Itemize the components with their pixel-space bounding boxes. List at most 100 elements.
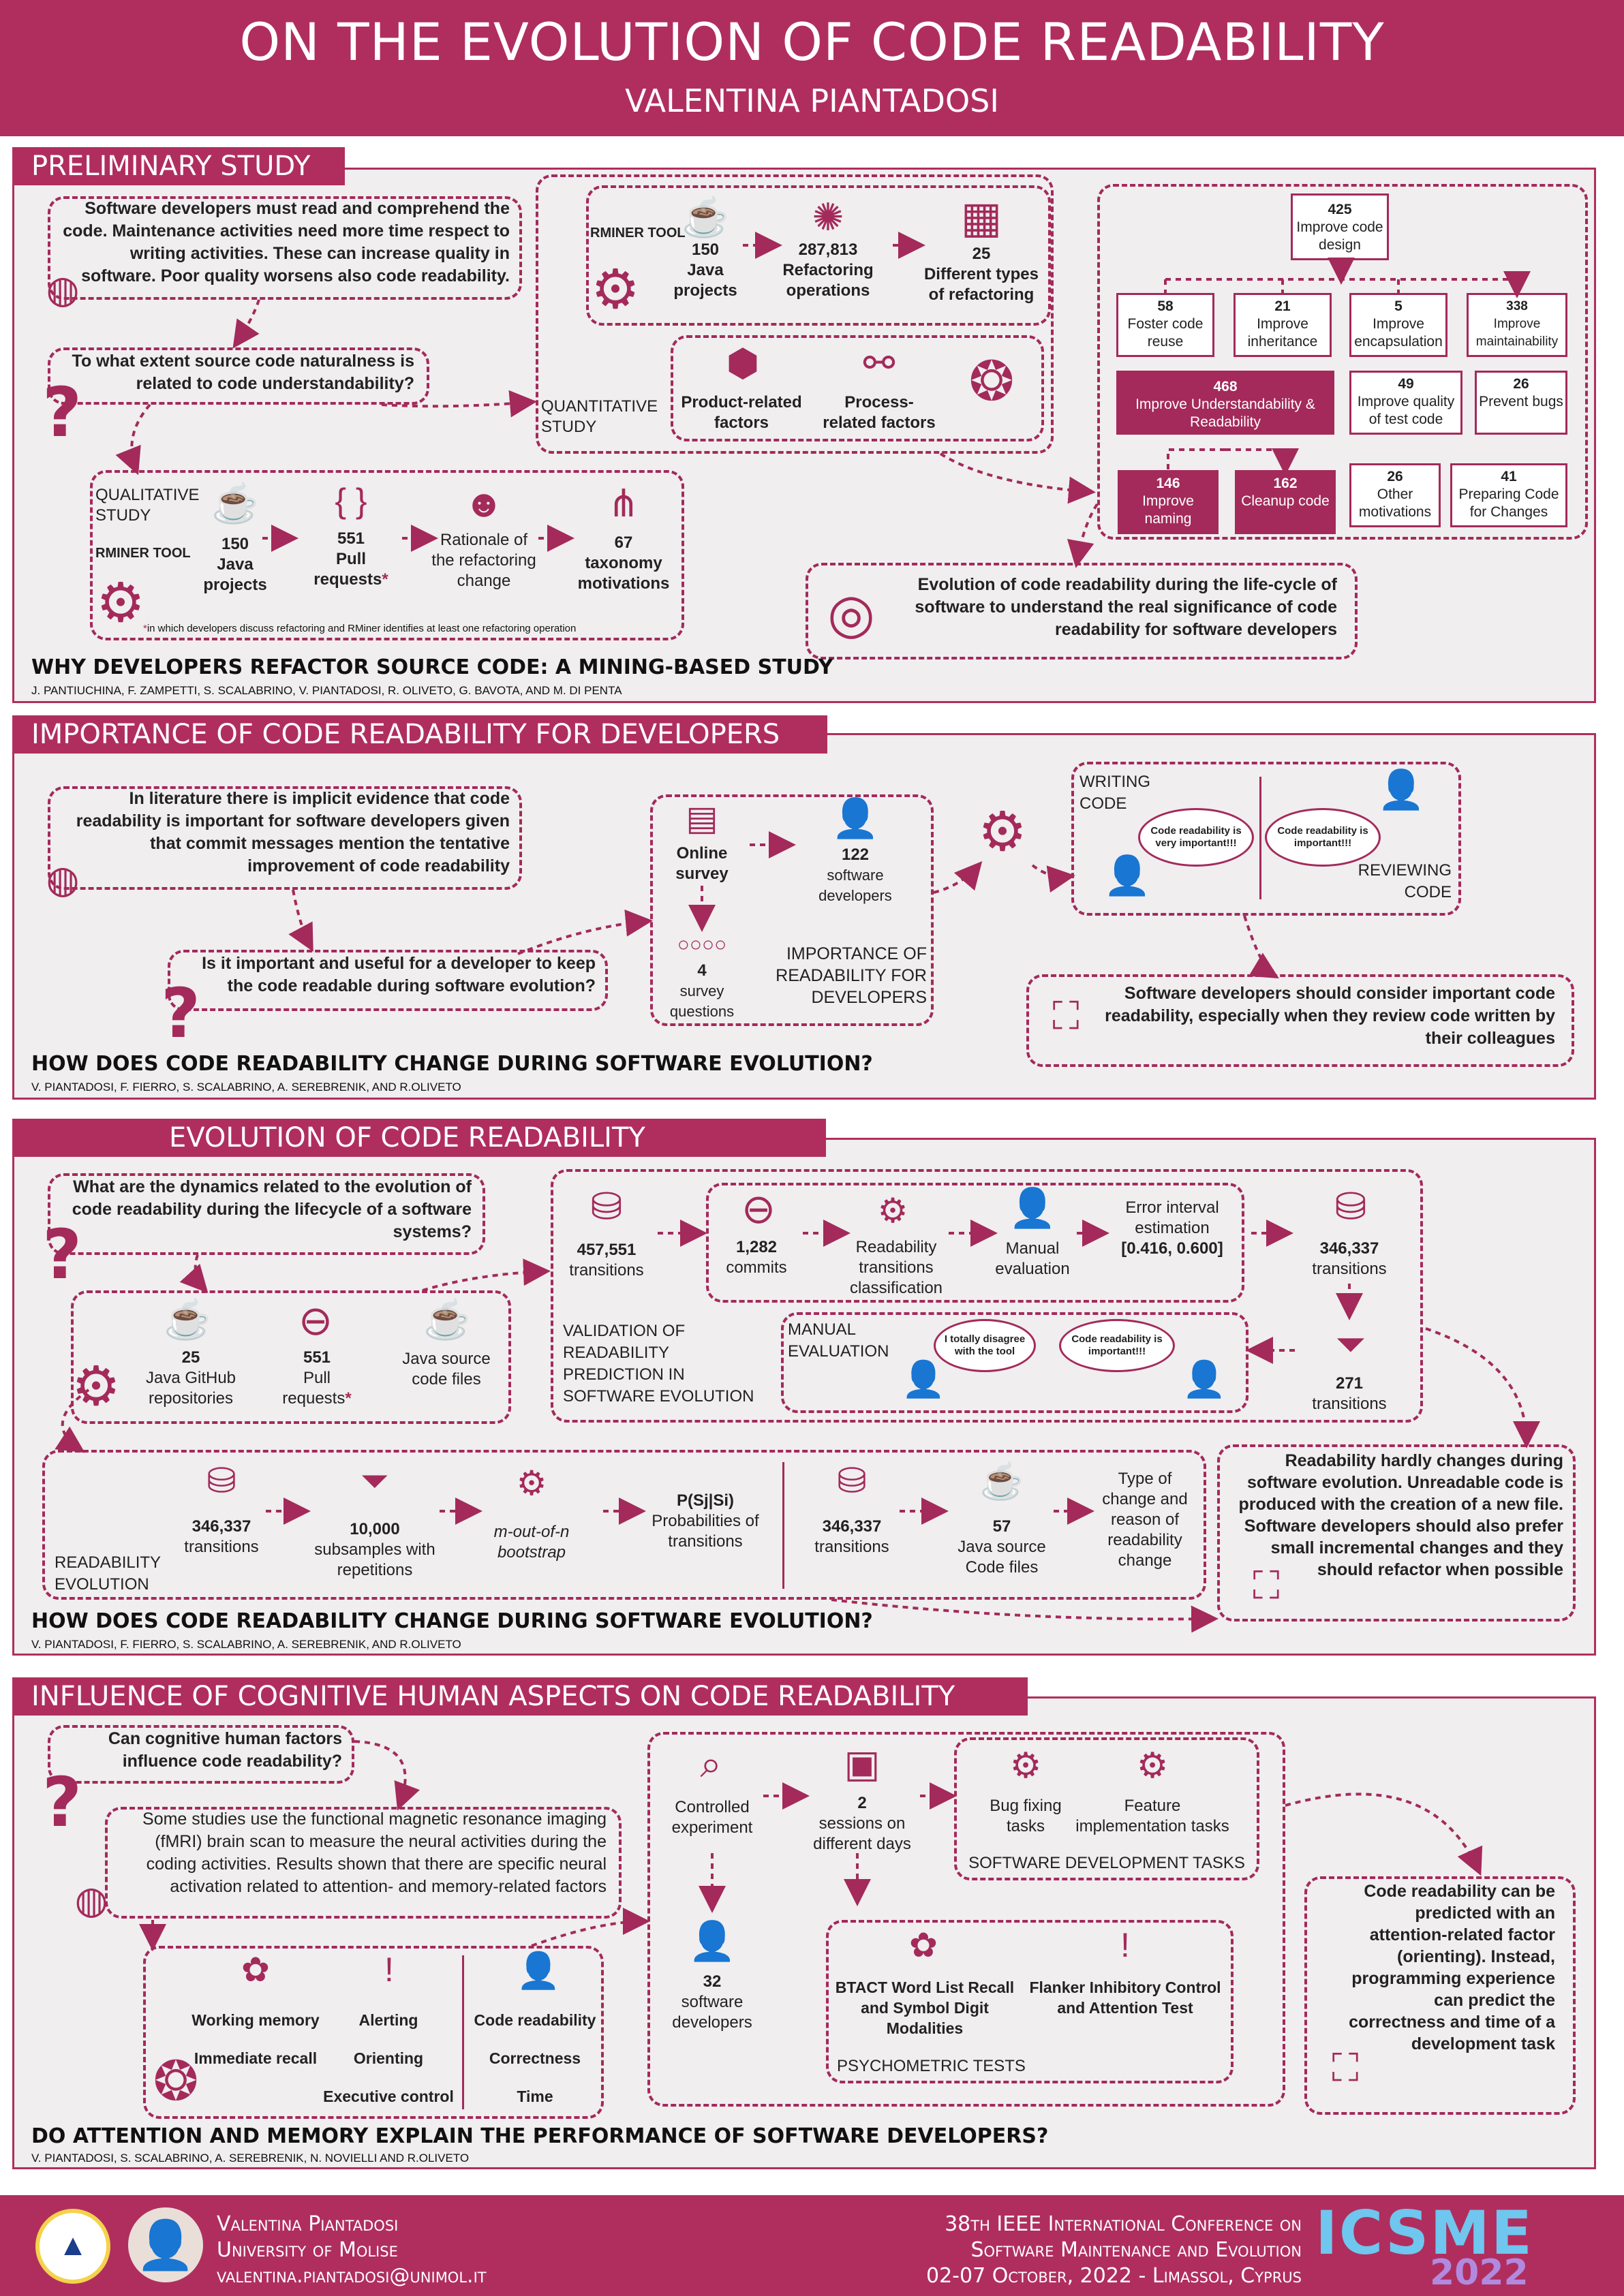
s3-question-box [48,1173,485,1255]
paper-title: WHY DEVELOPERS REFACTOR SOURCE CODE: A M… [31,655,833,679]
flanker-test: Flanker Inhibitory Control and Attention… [1029,1979,1221,2017]
java-code-files: 57 Java source Code files [957,1517,1046,1577]
psychometric-box [826,1920,1234,2083]
gear-icon: ⚙ [978,801,1027,862]
tree-node-other: 26 Other motivations [1349,463,1441,527]
brain-icon: ✿ [241,1951,270,1989]
s2-conclusion-box [1026,974,1574,1067]
psychometric-label: PSYCHOMETRIC TESTS [837,2057,1026,2075]
qualitative-label: QUALITATIVE STUDY [95,486,200,525]
question-box [48,347,429,405]
monitor-search-icon: ⌕ [700,1742,722,1785]
feature-impl: Feature implementation tasks [1075,1797,1229,1835]
conference-name-1: 38th IEEE International Conference on [945,2212,1302,2236]
fmri-text: Some studies use the functional magnetic… [142,1810,607,1896]
java-icon: ☕ [681,196,729,238]
atom-icon: ❂ [153,2051,199,2111]
transitions-271: 271 transitions [1312,1374,1387,1413]
tree-node-cleanup: 162 Cleanup code [1235,470,1336,534]
s3-question-text: What are the dynamics related to the evo… [72,1177,472,1241]
s4-conclusion-text: Code readability can be predicted with a… [1349,1882,1555,2053]
commit-icon: ⊖ [741,1186,776,1232]
dev-tasks-box [954,1737,1259,1880]
gear-icon: ⚙ [72,1356,121,1416]
feature-icon: ⚙ [1136,1746,1169,1786]
immediate-recall: Immediate recall [194,2049,318,2067]
s4-question-text: Can cognitive human factors influence co… [108,1729,342,1771]
s4-developers: 32 software developers [672,1972,752,2032]
alert-person-icon: ! [1120,1926,1130,1964]
cubes-icon: ⬢ [726,341,760,384]
rating-icon: ○○○○ [677,933,727,956]
s3-paper-title: HOW DOES CODE READABILITY CHANGE DURING … [31,1609,873,1633]
tree-node-understandability: 468 Improve Understandability & Readabili… [1116,371,1334,435]
s4-paper-authors: V. PIANTADOSI, S. SCALABRINO, A. SEREBRE… [31,2152,470,2165]
target-icon: ◎ [827,583,875,644]
subsamples: 10,000 subsamples with repetitions [314,1520,435,1579]
conference-name-2: Software Maintenance and Evolution [970,2238,1302,2262]
type-of-change: Type of change and reason of readability… [1102,1470,1188,1570]
projects-count: 150 Java projects [673,241,737,300]
s2-question-text: Is it important and useful for a develop… [202,954,596,995]
conference-info: 38th IEEE International Conference on So… [818,2212,1302,2289]
network-icon: ✺ [812,196,844,238]
code-braces-icon: { } [335,482,367,520]
classification: Readability transitions classification [849,1238,943,1297]
developer-icon: 👤 [901,1360,946,1399]
database-icon: ⛁ [837,1461,867,1501]
database-icon: ⛁ [590,1185,623,1228]
author-university: University of Molise [217,2238,398,2262]
database-icon: ⛁ [206,1461,236,1501]
manual-eval-label: MANUAL EVALUATION [788,1320,889,1361]
section-title-importance: IMPORTANCE OF CODE READABILITY FOR DEVEL… [12,715,827,754]
s2-question-box [168,950,608,1011]
correctness: Correctness [489,2049,581,2067]
section-title-preliminary: PRELIMINARY STUDY [12,147,345,185]
factors-box [671,335,1044,441]
divider [1259,777,1261,899]
s2-intro-text: In literature there is implicit evidence… [76,789,510,875]
presentation-icon: ⛶ [1052,994,1079,1037]
ql-rationale: Rationale of the refactoring change [431,531,536,590]
s2-paper-title: HOW DOES CODE READABILITY CHANGE DURING … [31,1052,873,1076]
bug-gear-icon: ⚙ [1009,1746,1042,1786]
transitions-346: 346,337 transitions [1312,1239,1387,1278]
readability-evolution-box [42,1450,1206,1600]
question-mark-icon: ? [42,1215,82,1294]
conference-date: 02-07 October, 2022 - Limassol, Cyprus [925,2264,1302,2288]
author-email[interactable]: valentina.piantadosi@unimol.it [217,2264,487,2288]
poster-author: VALENTINA PIANTADOSI [625,82,999,119]
re2-transitions: 346,337 transitions [814,1517,889,1556]
tree-node-preparing: 41 Preparing Code for Changes [1450,463,1567,527]
brain-icon: ✿ [909,1926,938,1964]
factors-box [143,1946,604,2119]
web-page-icon: ◍ [74,1878,108,1921]
s4-conclusion-box [1304,1876,1576,2115]
taxonomy-icon: ⋔ [607,482,640,525]
head-gear-icon: ☻ [463,482,504,525]
tree-node-encapsulation: 5 Improve encapsulation [1349,293,1447,357]
developer-icon: 👤 [516,1951,561,1991]
s3-paper-authors: V. PIANTADOSI, F. FIERRO, S. SCALABRINO,… [31,1638,461,1651]
grid-icon: ▦ [960,193,1002,242]
validation-label: VALIDATION OF READABILITY PREDICTION IN … [563,1322,754,1406]
speech-bubble-disagree: I totally disagree with the tool [934,1319,1036,1372]
alert-person-icon: ! [384,1951,394,1989]
manual-evaluation: Manual evaluation [995,1239,1070,1278]
btact-test: BTACT Word List Recall and Symbol Digit … [835,1979,1015,2037]
s4-paper-title: DO ATTENTION AND MEMORY EXPLAIN THE PERF… [31,2124,1049,2148]
sessions: 2 sessions on different days [813,1794,911,1853]
java-icon: ☕ [211,482,259,525]
orienting: Orienting [353,2049,424,2067]
section-title-evolution: EVOLUTION OF CODE READABILITY [12,1119,826,1157]
repos-count: 25 Java GitHub repositories [145,1348,236,1408]
survey-questions: 4 survey questions [669,961,735,1020]
quantitative-label: QUANTITATIVE STUDY [541,397,658,436]
developer-icon: 👤 [1103,854,1151,897]
refactoring-types-count: 25 Different types of refactoring [923,245,1039,304]
developer-icon: 👤 [1182,1360,1227,1399]
importance-label: IMPORTANCE OF READABILITY FOR DEVELOPERS [776,944,927,1007]
question-mark-icon: ? [161,974,201,1053]
conclusion-text: Evolution of code readability during the… [915,575,1337,639]
tree-root: 425 Improve code design [1291,193,1389,260]
